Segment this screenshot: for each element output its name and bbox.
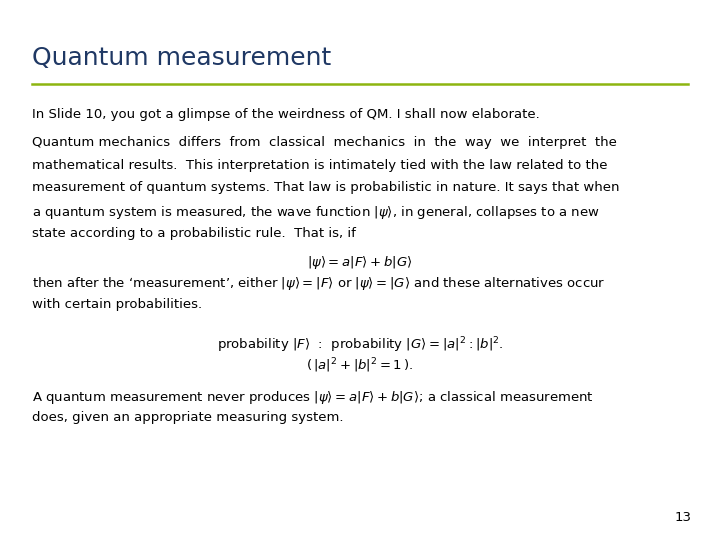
Text: then after the ‘measurement’, either $|\psi\rangle = |F\rangle$ or $|\psi\rangle: then after the ‘measurement’, either $|\… [32, 275, 606, 292]
Text: with certain probabilities.: with certain probabilities. [32, 298, 202, 311]
Text: Quantum measurement: Quantum measurement [32, 46, 332, 70]
Text: probability $|F\rangle$  :  probability $|G\rangle = |a|^2 : |b|^2$.: probability $|F\rangle$ : probability $|… [217, 336, 503, 355]
Text: In Slide 10, you got a glimpse of the weirdness of QM. I shall now elaborate.: In Slide 10, you got a glimpse of the we… [32, 108, 540, 121]
Text: A quantum measurement never produces $|\psi\rangle = a|F\rangle + b|G\rangle$; a: A quantum measurement never produces $|\… [32, 389, 594, 406]
Text: measurement of quantum systems. That law is probabilistic in nature. It says tha: measurement of quantum systems. That law… [32, 181, 620, 194]
Text: does, given an appropriate measuring system.: does, given an appropriate measuring sys… [32, 411, 344, 424]
Text: Quantum mechanics  differs  from  classical  mechanics  in  the  way  we  interp: Quantum mechanics differs from classical… [32, 136, 617, 149]
Text: 13: 13 [674, 511, 691, 524]
Text: $|\psi\rangle = a|F\rangle + b|G\rangle$: $|\psi\rangle = a|F\rangle + b|G\rangle$ [307, 254, 413, 271]
Text: a quantum system is measured, the wave function $|\psi\rangle$, in general, coll: a quantum system is measured, the wave f… [32, 204, 600, 221]
Text: state according to a probabilistic rule.  That is, if: state according to a probabilistic rule.… [32, 227, 356, 240]
Text: mathematical results.  This interpretation is intimately tied with the law relat: mathematical results. This interpretatio… [32, 159, 608, 172]
Text: $(\, |a|^2 + |b|^2 = 1\,)$.: $(\, |a|^2 + |b|^2 = 1\,)$. [306, 356, 414, 375]
